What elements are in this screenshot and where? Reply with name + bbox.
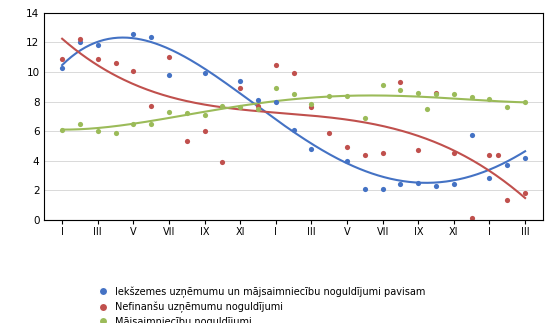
Point bbox=[467, 95, 476, 100]
Point bbox=[342, 158, 351, 163]
Point bbox=[378, 151, 387, 156]
Point bbox=[307, 105, 316, 110]
Point bbox=[75, 40, 84, 45]
Point bbox=[111, 130, 120, 135]
Point bbox=[378, 186, 387, 191]
Point bbox=[289, 127, 298, 132]
Point bbox=[271, 86, 280, 91]
Point bbox=[503, 162, 512, 168]
Point bbox=[147, 34, 156, 39]
Point bbox=[423, 106, 432, 111]
Point bbox=[342, 145, 351, 150]
Point bbox=[503, 105, 512, 110]
Point bbox=[271, 62, 280, 67]
Point bbox=[449, 151, 458, 156]
Point bbox=[432, 90, 440, 95]
Point bbox=[503, 198, 512, 203]
Point bbox=[129, 31, 138, 36]
Point bbox=[361, 115, 370, 120]
Point bbox=[432, 183, 440, 188]
Point bbox=[58, 65, 66, 70]
Point bbox=[75, 121, 84, 126]
Point bbox=[521, 191, 530, 196]
Point bbox=[361, 152, 370, 157]
Point bbox=[396, 182, 405, 187]
Point bbox=[182, 111, 191, 116]
Point bbox=[165, 55, 173, 60]
Point bbox=[485, 176, 494, 181]
Point bbox=[361, 186, 370, 191]
Point bbox=[289, 71, 298, 76]
Point bbox=[307, 146, 316, 151]
Point bbox=[521, 99, 530, 104]
Point bbox=[325, 130, 334, 135]
Point bbox=[449, 182, 458, 187]
Point bbox=[93, 56, 102, 61]
Point bbox=[165, 109, 173, 114]
Point bbox=[147, 121, 156, 126]
Point bbox=[93, 129, 102, 134]
Point bbox=[521, 155, 530, 160]
Point bbox=[200, 112, 209, 117]
Point bbox=[432, 91, 440, 97]
Point bbox=[307, 102, 316, 107]
Point bbox=[236, 78, 245, 83]
Point bbox=[494, 152, 503, 157]
Point bbox=[271, 99, 280, 104]
Point bbox=[396, 80, 405, 85]
Point bbox=[254, 103, 263, 109]
Point bbox=[218, 160, 227, 165]
Point bbox=[129, 68, 138, 73]
Point bbox=[414, 180, 423, 185]
Point bbox=[182, 139, 191, 144]
Point bbox=[396, 87, 405, 92]
Point bbox=[218, 103, 227, 109]
Point bbox=[129, 121, 138, 126]
Point bbox=[254, 98, 263, 103]
Point bbox=[200, 71, 209, 76]
Point bbox=[111, 60, 120, 66]
Point bbox=[165, 72, 173, 78]
Point bbox=[236, 105, 245, 110]
Point bbox=[75, 37, 84, 42]
Point bbox=[342, 93, 351, 98]
Point bbox=[200, 129, 209, 134]
Point bbox=[93, 43, 102, 48]
Point bbox=[147, 103, 156, 109]
Point bbox=[254, 106, 263, 111]
Legend: Iekšzemes uzņēmumu un mājsaimniecību noguldījumi pavisam, Nefinanšu uzņēmumu nog: Iekšzemes uzņēmumu un mājsaimniecību nog… bbox=[89, 282, 429, 323]
Point bbox=[58, 127, 66, 132]
Point bbox=[414, 148, 423, 153]
Point bbox=[485, 152, 494, 157]
Point bbox=[467, 215, 476, 221]
Point bbox=[485, 96, 494, 101]
Point bbox=[467, 133, 476, 138]
Point bbox=[58, 56, 66, 61]
Point bbox=[289, 91, 298, 97]
Point bbox=[378, 83, 387, 88]
Point bbox=[414, 90, 423, 95]
Point bbox=[449, 91, 458, 97]
Point bbox=[325, 93, 334, 98]
Point bbox=[236, 86, 245, 91]
